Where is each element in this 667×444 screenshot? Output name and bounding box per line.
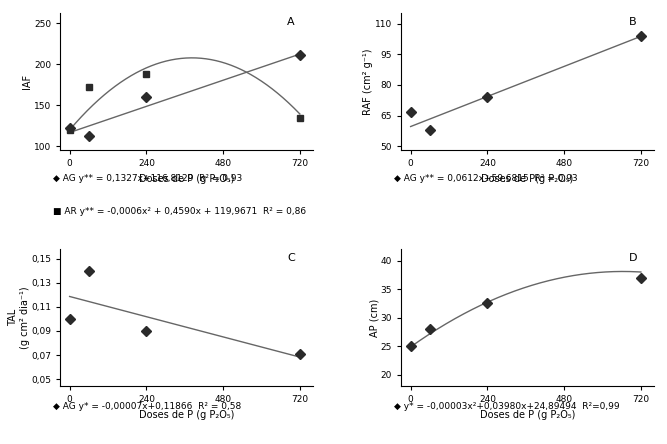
- X-axis label: Doses de P (g P₂O₅): Doses de P (g P₂O₅): [139, 174, 234, 184]
- X-axis label: Doses de P(g P₂O₅): Doses de P(g P₂O₅): [481, 174, 574, 184]
- Y-axis label: IAF: IAF: [23, 74, 33, 89]
- Text: B: B: [628, 17, 636, 28]
- X-axis label: Doses de P (g P₂O₅): Doses de P (g P₂O₅): [480, 410, 575, 420]
- Text: ◆ AG y** = 0,0612x+59,6815  R² = 0,93: ◆ AG y** = 0,0612x+59,6815 R² = 0,93: [394, 174, 578, 182]
- Text: ◆ AG y** = 0,1327x+116,8129  R² = 0,93: ◆ AG y** = 0,1327x+116,8129 R² = 0,93: [53, 174, 243, 182]
- Text: ◆ AG y* = -0,00007x+0,11866  R² = 0,58: ◆ AG y* = -0,00007x+0,11866 R² = 0,58: [53, 402, 241, 411]
- Y-axis label: RAF (cm² g⁻¹): RAF (cm² g⁻¹): [364, 49, 374, 115]
- Y-axis label: TAL
(g cm² dia⁻¹): TAL (g cm² dia⁻¹): [8, 286, 29, 349]
- Text: A: A: [287, 17, 295, 28]
- Text: ■ AR y** = -0,0006x² + 0,4590x + 119,9671  R² = 0,86: ■ AR y** = -0,0006x² + 0,4590x + 119,967…: [53, 207, 306, 216]
- Y-axis label: AP (cm): AP (cm): [369, 299, 379, 337]
- Text: C: C: [287, 253, 295, 263]
- Text: ◆ y* = -0,00003x²+0,03980x+24,89494  R²=0,99: ◆ y* = -0,00003x²+0,03980x+24,89494 R²=0…: [394, 402, 620, 411]
- Text: D: D: [628, 253, 637, 263]
- X-axis label: Doses de P (g P₂O₅): Doses de P (g P₂O₅): [139, 410, 234, 420]
